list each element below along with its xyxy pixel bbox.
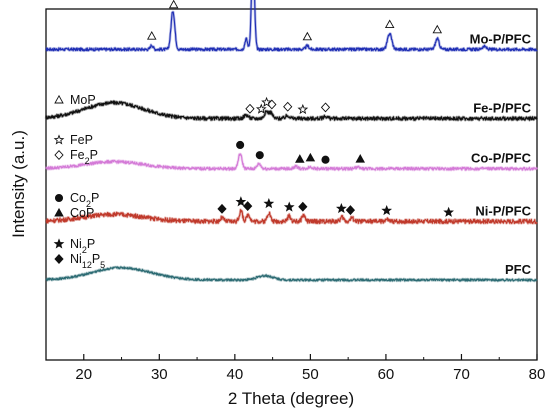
peak-marker [432, 24, 443, 34]
series-label-ni-p-pfc: Ni-P/PFC [475, 203, 531, 218]
legend-symbol [54, 94, 64, 104]
peak-marker [263, 197, 275, 209]
peak-marker [384, 19, 395, 29]
x-tick-label: 20 [75, 366, 92, 383]
trace-band-co-p-pfc [44, 152, 539, 172]
legend-symbol [53, 238, 65, 249]
trace-band-ni-p-pfc [45, 208, 539, 225]
peak-marker [235, 196, 247, 207]
peak-marker [335, 202, 347, 214]
x-axis-label: 2 Theta (degree) [228, 389, 354, 408]
peak-marker [345, 205, 356, 216]
traces-layer [44, 0, 539, 283]
trace-band-mo-p-pfc [45, 0, 539, 53]
trace-pfc [45, 266, 538, 282]
peak-marker [168, 0, 179, 9]
peak-marker [255, 151, 264, 160]
legend-label: Ni12P5 [70, 252, 105, 270]
peak-marker [305, 152, 316, 162]
plot-frame [45, 8, 538, 361]
trace-ni-p-pfc [45, 209, 538, 225]
x-tick-label: 40 [227, 366, 244, 383]
legend-symbol [54, 207, 64, 217]
peak-marker [243, 201, 253, 212]
x-tick-label: 70 [453, 366, 470, 383]
trace-fe-p-pfc [45, 100, 538, 121]
peak-marker [146, 31, 157, 40]
series-label-mo-p-pfc: Mo-P/PFC [470, 31, 532, 46]
legend-symbol [53, 134, 65, 145]
peak-marker [321, 155, 330, 164]
legend-symbol [54, 193, 64, 203]
x-tick-label: 50 [302, 366, 319, 383]
legend-label: Co2P [70, 191, 99, 209]
peak-marker [355, 154, 366, 163]
trace-co-p-pfc [45, 153, 538, 171]
legend-label: FeP [70, 133, 93, 147]
x-tick-label: 60 [378, 366, 395, 383]
x-tick-label: 80 [529, 366, 546, 383]
peak-marker [298, 201, 308, 212]
peak-marker [302, 31, 313, 41]
series-label-fe-p-pfc: Fe-P/PFC [473, 101, 531, 116]
peak-marker [295, 154, 305, 163]
peak-marker [381, 204, 393, 216]
trace-band-pfc [44, 265, 538, 283]
trace-mo-p-pfc [45, 0, 538, 52]
y-axis-label: Intensity (a.u.) [9, 130, 28, 238]
legend-symbol [54, 254, 64, 264]
peak-marker [283, 101, 293, 112]
peak-marker [261, 96, 272, 107]
peak-marker [255, 103, 267, 114]
series-label-pfc: PFC [505, 262, 532, 277]
x-axis-ticks: 20 30 40 50 60 70 80 [45, 354, 546, 383]
legend-symbol [54, 150, 64, 160]
peak-marker [236, 140, 245, 150]
trace-band-fe-p-pfc [44, 99, 539, 122]
series-labels-layer: Mo-P/PFC Fe-P/PFC Co-P/PFC Ni-P/PFC PFC [470, 31, 532, 277]
peak-marker [283, 201, 295, 212]
series-label-co-p-pfc: Co-P/PFC [471, 151, 532, 166]
peak-marker [245, 103, 255, 114]
x-tick-label: 30 [151, 366, 168, 383]
legend-label: Ni2P [70, 237, 95, 255]
legend-label: CoP [70, 206, 94, 220]
legend-label: Fe2P [70, 148, 98, 166]
peak-marker [443, 206, 454, 217]
peak-marker [217, 203, 227, 214]
peak-marker [297, 103, 309, 115]
markers-layer [146, 0, 454, 217]
legend-label: MoP [70, 93, 96, 107]
peak-marker [320, 102, 331, 113]
